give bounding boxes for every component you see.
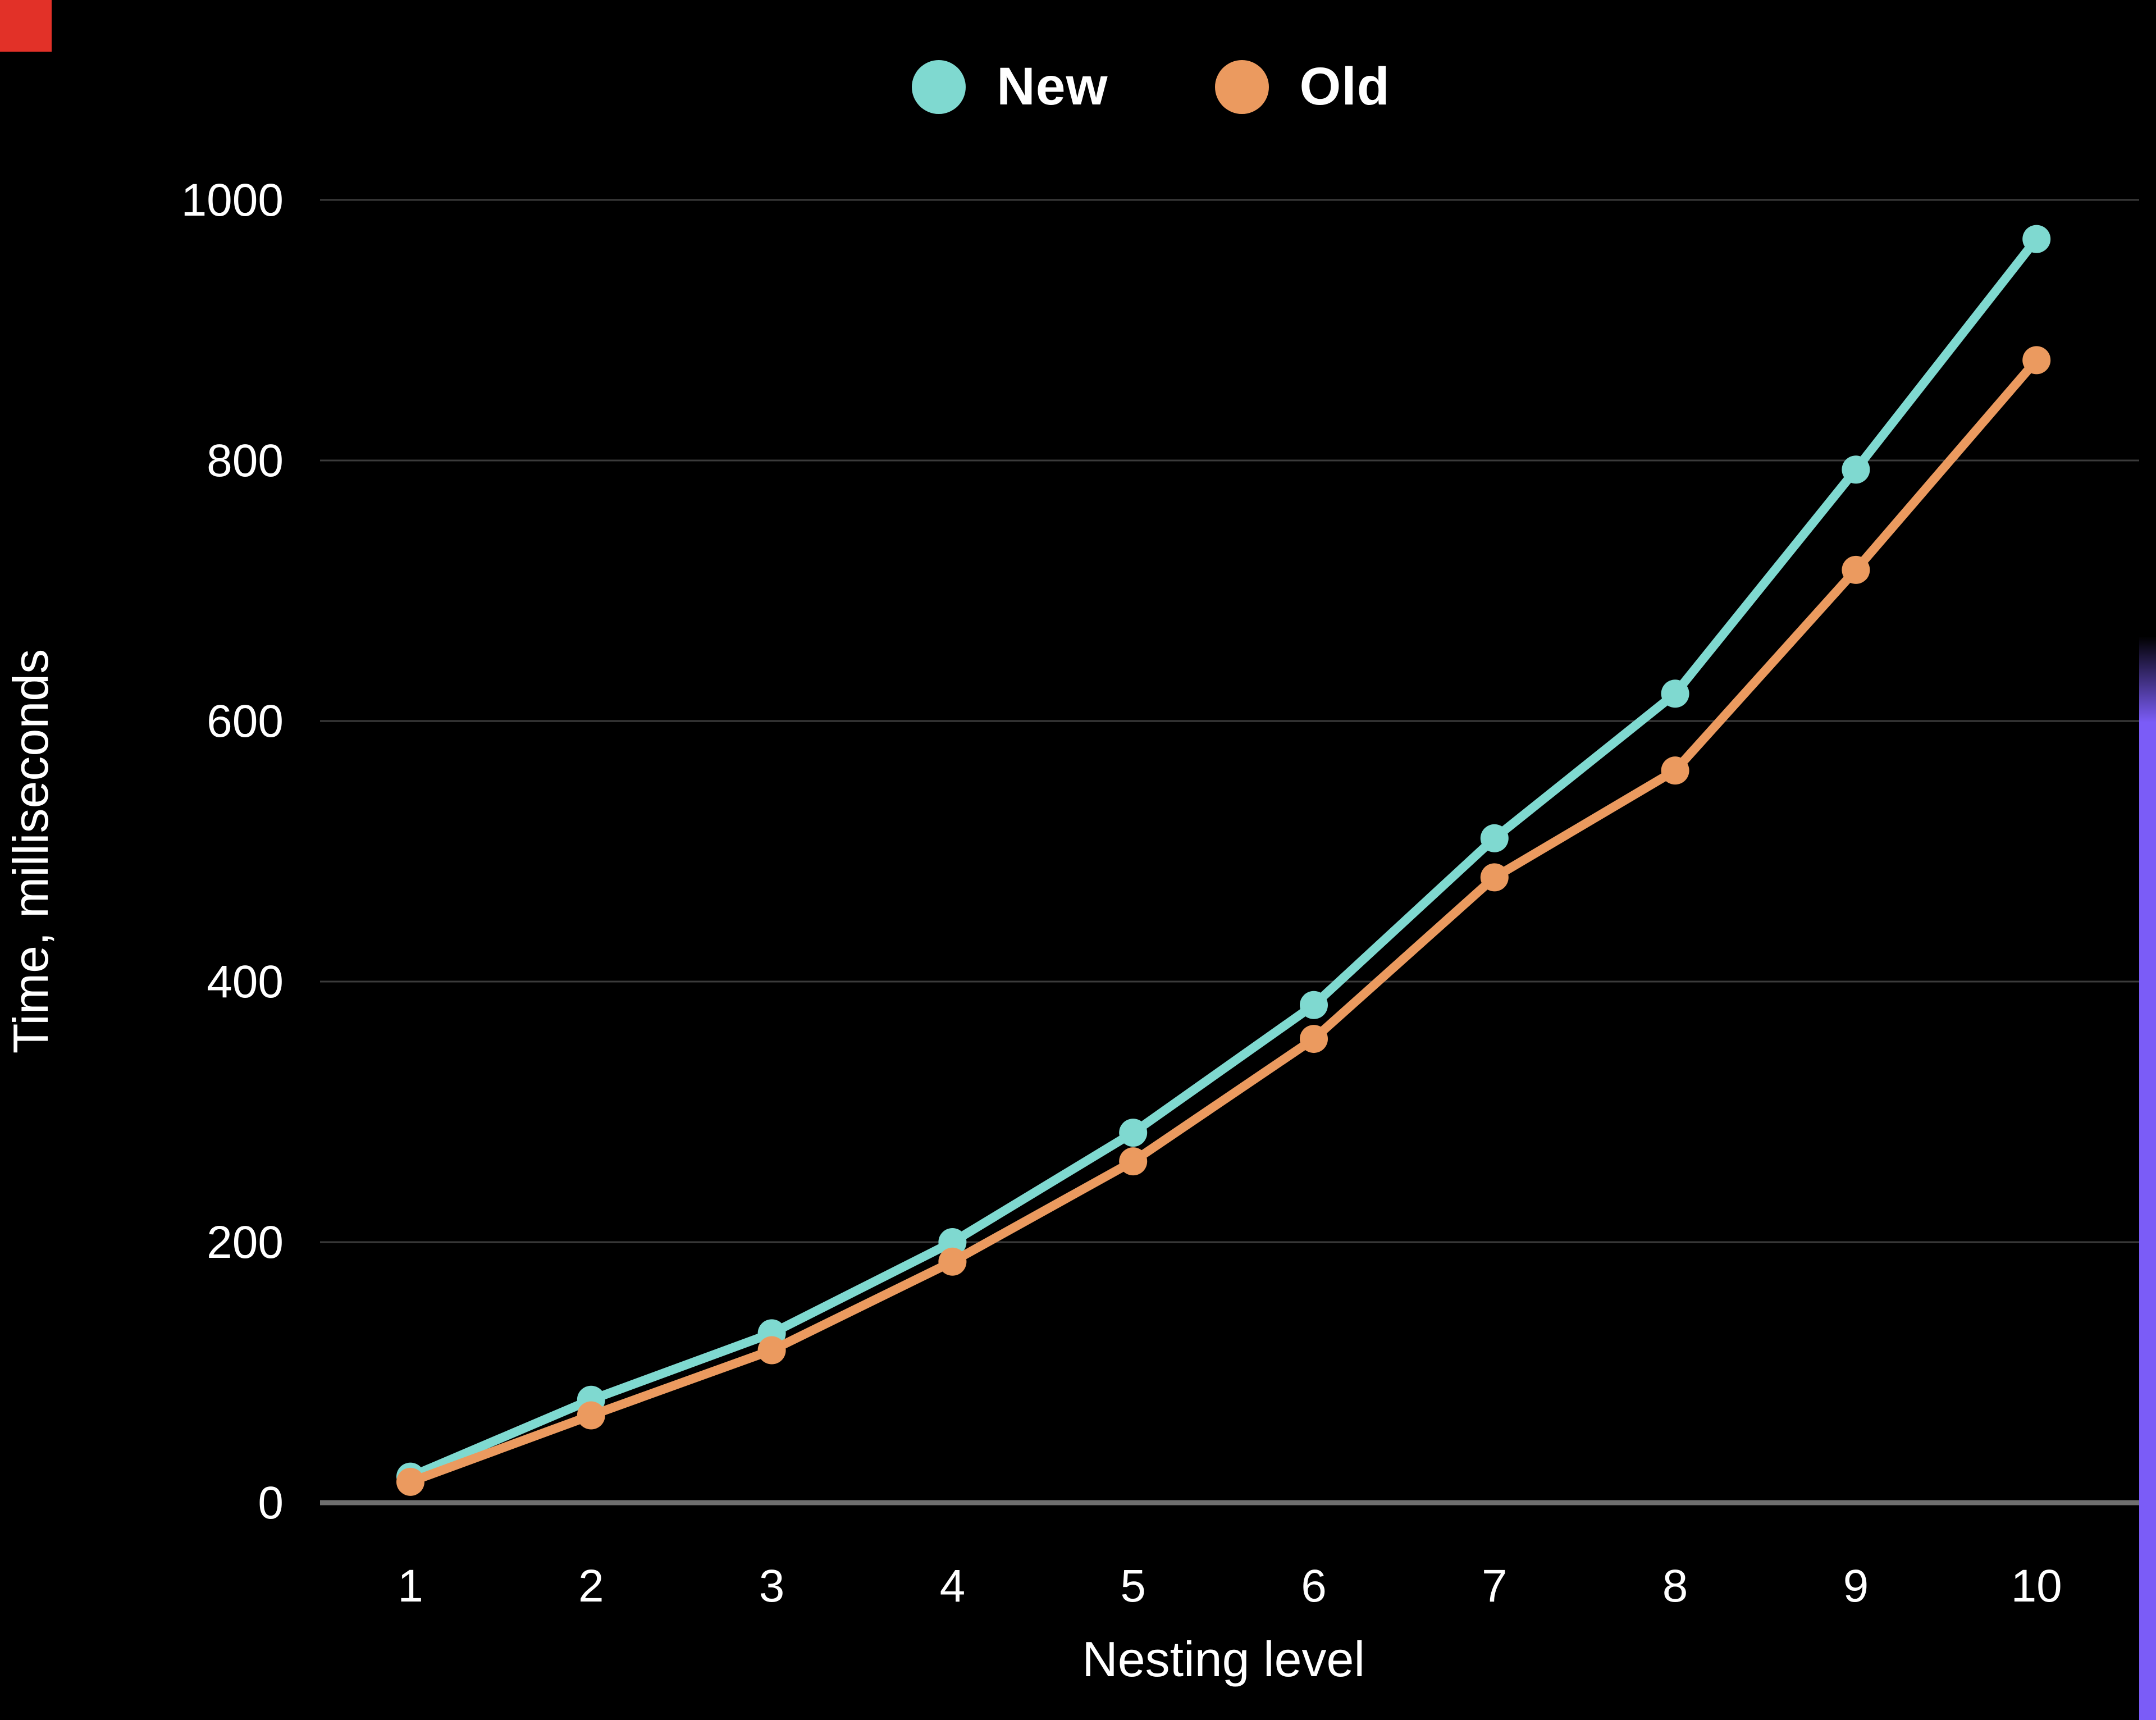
screen-corner-red-artifact	[0, 0, 52, 52]
x-tick-label: 2	[578, 1561, 604, 1612]
y-tick-label: 200	[207, 1217, 284, 1268]
data-point-new-x4	[938, 1228, 967, 1256]
data-point-old-x6	[1300, 1025, 1328, 1053]
x-tick-label: 7	[1482, 1561, 1508, 1612]
y-tick-label: 0	[258, 1477, 284, 1529]
data-point-old-x9	[1842, 555, 1870, 584]
y-tick-label: 600	[207, 696, 284, 747]
data-point-old-x7	[1480, 863, 1509, 892]
data-point-old-x3	[757, 1336, 786, 1365]
data-point-new-x6	[1300, 991, 1328, 1019]
legend-label-new: New	[997, 57, 1108, 116]
series-line-new	[406, 234, 2041, 1481]
x-tick-label: 5	[1120, 1561, 1146, 1612]
chart-legend: New Old	[73, 56, 2156, 117]
legend-item-old: Old	[1214, 56, 1390, 117]
data-point-old-x8	[1661, 756, 1689, 785]
data-point-new-x9	[1842, 455, 1870, 484]
x-tick-label: 9	[1843, 1561, 1869, 1612]
series-line-old	[406, 355, 2041, 1486]
x-tick-label: 4	[940, 1561, 966, 1612]
data-point-new-x10	[2022, 225, 2051, 253]
x-axis-title: Nesting level	[1082, 1631, 1365, 1687]
x-tick-label: 8	[1662, 1561, 1688, 1612]
data-point-old-x2	[577, 1401, 605, 1430]
y-tick-label: 400	[207, 956, 284, 1007]
x-tick-label: 6	[1301, 1561, 1327, 1612]
data-point-old-x5	[1119, 1147, 1148, 1176]
old-series-dot-icon	[1214, 60, 1269, 114]
legend-item-new: New	[912, 56, 1108, 117]
screen-edge-purple-artifact	[2139, 0, 2156, 1720]
y-tick-label: 800	[207, 435, 284, 486]
y-axis-title: Time, milliseconds	[3, 649, 58, 1053]
x-tick-label: 1	[398, 1561, 423, 1612]
x-tick-label: 10	[2011, 1561, 2062, 1612]
legend-label-old: Old	[1299, 57, 1390, 116]
x-tick-label: 3	[759, 1561, 785, 1612]
data-point-old-x10	[2022, 346, 2051, 375]
data-point-new-x8	[1661, 679, 1689, 708]
new-series-dot-icon	[912, 60, 966, 114]
data-point-old-x4	[938, 1247, 967, 1276]
data-point-old-x1	[396, 1467, 424, 1496]
data-point-new-x7	[1480, 824, 1509, 852]
y-tick-label: 1000	[181, 175, 284, 226]
data-point-new-x5	[1119, 1119, 1148, 1147]
